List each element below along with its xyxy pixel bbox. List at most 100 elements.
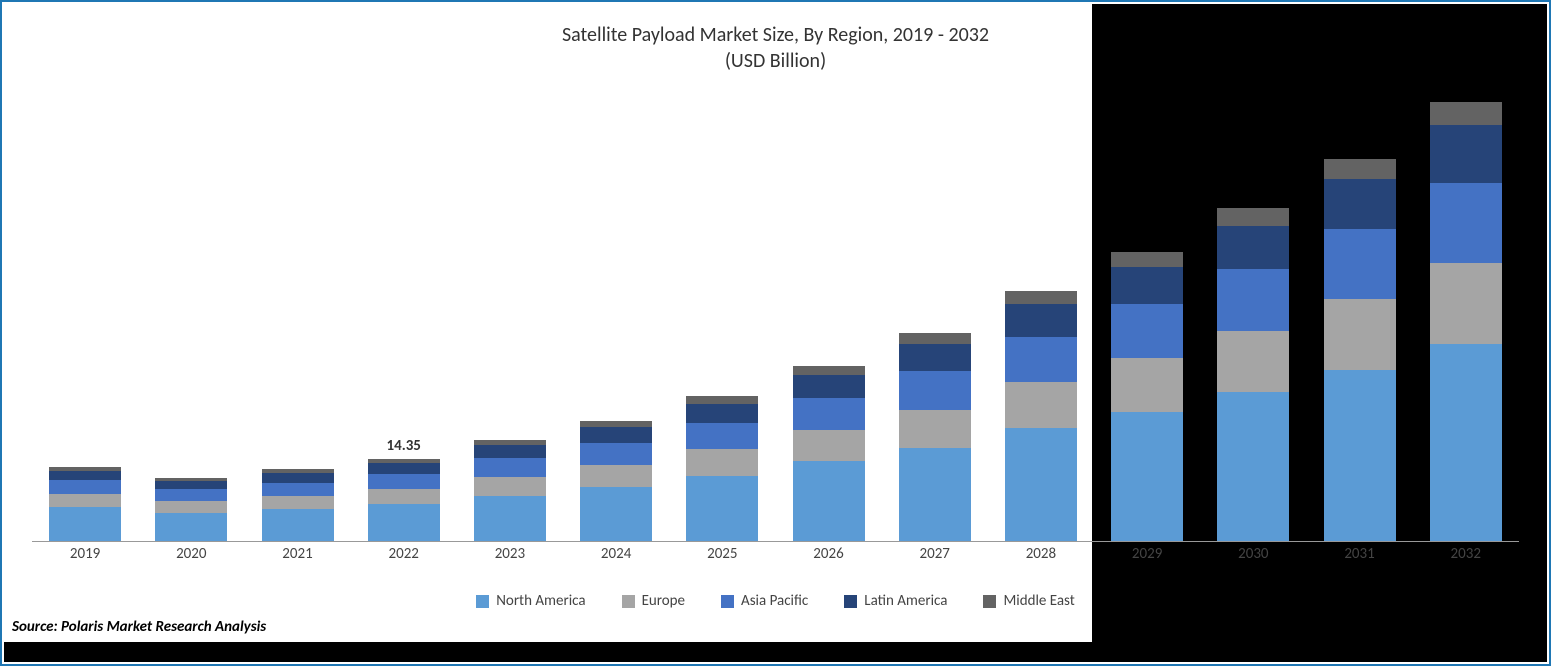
bar-segment-europe [49,494,121,508]
chart-frame: Satellite Payload Market Size, By Region… [0,0,1551,666]
bar-segment-europe [1217,331,1289,392]
stacked-bar [1324,159,1396,541]
bar-segment-north_america [793,461,865,541]
bar-segment-europe [368,489,440,504]
bar-segment-asia_pacific [49,480,121,494]
x-axis-label: 2027 [899,545,971,563]
bar-segment-latin_america [1217,226,1289,269]
bar-segment-latin_america [262,473,334,483]
bar-segment-latin_america [793,375,865,398]
legend-item-north_america: North America [476,592,585,610]
bar-segment-latin_america [1430,125,1502,183]
x-axis-label: 2032 [1430,545,1502,563]
bar-group [1324,159,1396,541]
x-axis-labels: 2019202020212022202320242025202620272028… [32,545,1519,563]
bar-segment-north_america [686,476,758,541]
legend-label: Europe [642,592,685,610]
bar-segment-asia_pacific [368,474,440,489]
bar-segment-middle_east [1005,291,1077,304]
bar-segment-europe [899,410,971,448]
stacked-bar [368,459,440,541]
stacked-bar [49,467,121,541]
bar-segment-middle_east [899,333,971,344]
bar-segment-middle_east [1111,252,1183,267]
stacked-bar [474,440,546,541]
chart-title: Satellite Payload Market Size, By Region… [2,22,1549,74]
bar-segment-asia_pacific [580,443,652,465]
stacked-bar [1005,291,1077,541]
bar-segment-north_america [368,504,440,541]
legend-label: Asia Pacific [741,592,808,610]
bar-segment-north_america [1111,412,1183,541]
stacked-bar [1217,208,1289,541]
stacked-bar [793,366,865,541]
legend-item-middle_east: Middle East [983,592,1074,610]
x-axis-label: 2029 [1111,545,1183,563]
title-line-1: Satellite Payload Market Size, By Region… [2,22,1549,48]
bar-segment-europe [1324,299,1396,370]
bar-segment-europe [580,465,652,487]
bar-segment-europe [1111,358,1183,412]
bar-segment-north_america [262,509,334,541]
bar-segment-europe [262,496,334,509]
black-overlay-bottom [4,642,1547,662]
bars-row: 14.35 [32,102,1519,541]
bar-group [262,469,334,541]
bar-segment-asia_pacific [1111,304,1183,358]
stacked-bar [580,421,652,541]
title-line-2: (USD Billion) [2,48,1549,74]
bar-group [1217,208,1289,541]
bar-segment-north_america [1324,370,1396,541]
plot-area: 14.35 [32,102,1519,542]
bar-group [899,333,971,541]
legend-swatch [622,595,635,608]
bar-segment-middle_east [1324,159,1396,179]
bar-segment-latin_america [49,471,121,481]
legend-swatch [476,595,489,608]
legend-swatch [983,595,996,608]
bar-segment-europe [686,449,758,476]
legend-swatch [844,595,857,608]
bar-segment-asia_pacific [1430,183,1502,264]
bar-segment-asia_pacific [155,489,227,501]
legend-item-europe: Europe [622,592,685,610]
x-axis-label: 2023 [474,545,546,563]
bar-segment-asia_pacific [1324,229,1396,300]
bar-segment-north_america [155,513,227,541]
bar-segment-latin_america [1324,179,1396,229]
stacked-bar [155,478,227,541]
bar-group [580,421,652,541]
bar-segment-europe [155,501,227,513]
legend: North America Europe Asia Pacific Latin Ame… [2,592,1549,610]
x-axis-label: 2031 [1324,545,1396,563]
bar-segment-middle_east [793,366,865,375]
legend-label: Latin America [864,592,947,610]
legend-label: North America [496,592,585,610]
x-axis-label: 2021 [262,545,334,563]
bar-segment-europe [1005,382,1077,428]
bar-segment-europe [1430,263,1502,344]
bar-segment-latin_america [368,463,440,474]
bar-segment-asia_pacific [899,371,971,409]
x-axis-label: 2030 [1217,545,1289,563]
stacked-bar [686,396,758,541]
bar-segment-latin_america [1005,304,1077,336]
source-attribution: Source: Polaris Market Research Analysis [12,618,266,636]
bar-segment-latin_america [686,404,758,423]
bar-segment-asia_pacific [1217,269,1289,330]
bar-segment-europe [793,430,865,462]
legend-item-asia_pacific: Asia Pacific [721,592,808,610]
stacked-bar [1111,252,1183,541]
x-axis-label: 2019 [49,545,121,563]
bar-segment-north_america [474,496,546,541]
bar-segment-latin_america [580,427,652,443]
bar-group: 14.35 [368,459,440,541]
bar-group [49,467,121,541]
bar-group [1430,102,1502,541]
bar-segment-europe [474,477,546,496]
bar-value-label: 14.35 [386,437,420,455]
stacked-bar [899,333,971,541]
legend-label: Middle East [1003,592,1074,610]
legend-swatch [721,595,734,608]
bar-segment-north_america [1005,428,1077,541]
